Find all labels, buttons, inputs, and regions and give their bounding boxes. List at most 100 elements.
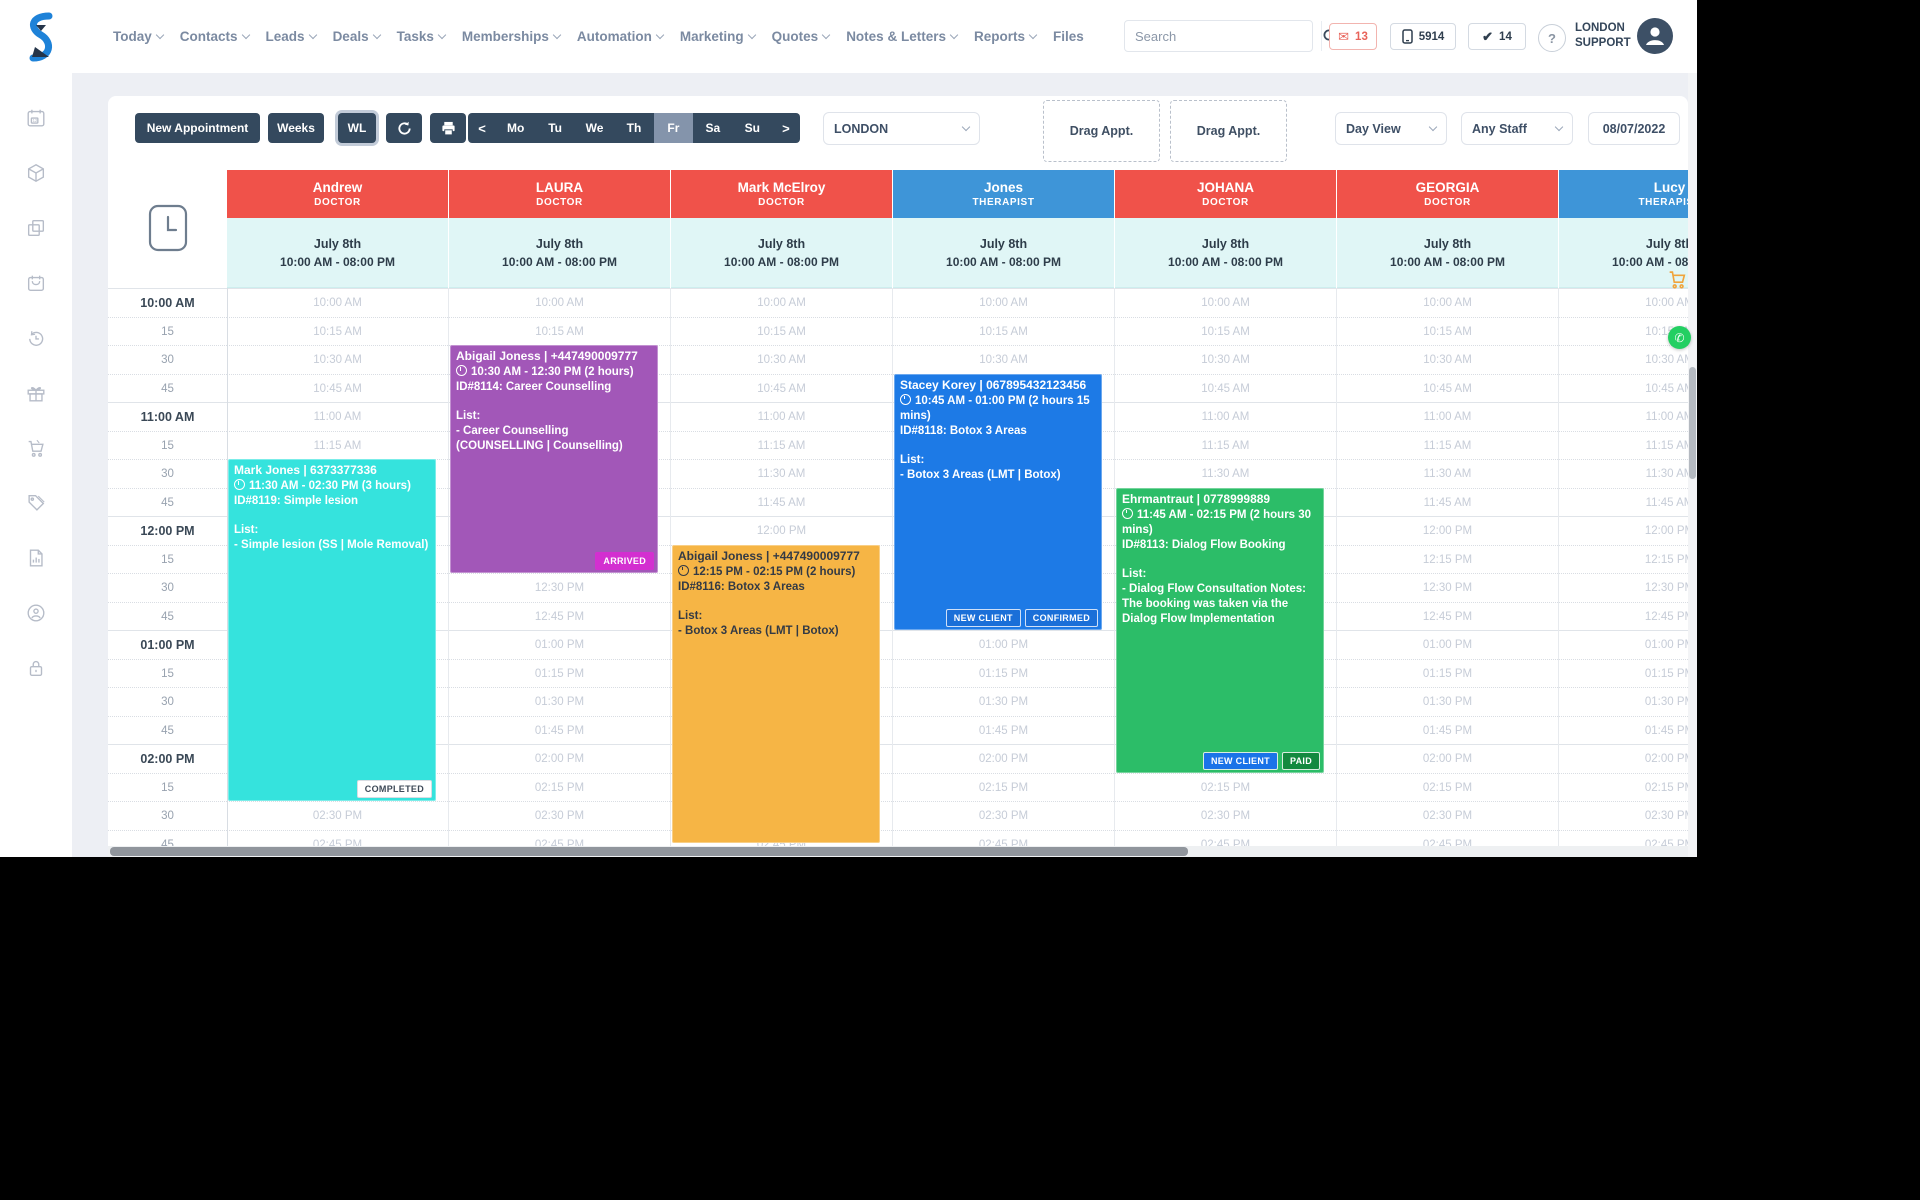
time-slot-cell[interactable]: 10:00 AM bbox=[671, 288, 892, 317]
day-button-su[interactable]: Su bbox=[744, 121, 760, 135]
time-slot-cell[interactable]: 12:45 PM bbox=[449, 601, 670, 631]
time-slot-cell[interactable]: 10:15 AM bbox=[449, 316, 670, 346]
time-slot-cell[interactable]: 01:30 PM bbox=[1559, 687, 1697, 716]
appointment-block[interactable]: Abigail Joness | +447490009777 12:15 PM -… bbox=[672, 544, 880, 843]
package-icon[interactable] bbox=[25, 162, 47, 184]
time-slot-cell[interactable]: 01:00 PM bbox=[1559, 630, 1697, 659]
time-slot-cell[interactable]: 12:45 PM bbox=[1337, 601, 1558, 631]
menu-item-today[interactable]: Today bbox=[113, 29, 165, 44]
time-slot-cell[interactable]: 02:15 PM bbox=[1115, 772, 1336, 802]
app-logo[interactable] bbox=[18, 11, 64, 63]
time-slot-cell[interactable]: 10:30 AM bbox=[893, 345, 1114, 374]
lock-icon[interactable] bbox=[25, 657, 47, 679]
horizontal-scrollbar-thumb[interactable] bbox=[110, 847, 1188, 856]
report-icon[interactable] bbox=[25, 547, 47, 569]
time-slot-cell[interactable]: 11:15 AM bbox=[227, 430, 448, 460]
time-slot-cell[interactable]: 11:45 AM bbox=[1337, 487, 1558, 517]
search-input[interactable] bbox=[1125, 21, 1321, 51]
day-button-tu[interactable]: Tu bbox=[548, 121, 563, 135]
time-slot-cell[interactable]: 10:15 AM bbox=[227, 316, 448, 346]
time-slot-cell[interactable]: 11:30 AM bbox=[1337, 459, 1558, 488]
day-button-mo[interactable]: Mo bbox=[507, 121, 525, 135]
time-slot-cell[interactable]: 11:00 AM bbox=[1559, 402, 1697, 431]
time-slot-cell[interactable]: 12:30 PM bbox=[1337, 573, 1558, 602]
time-slot-cell[interactable]: 11:00 AM bbox=[1337, 402, 1558, 431]
time-slot-cell[interactable]: 02:15 PM bbox=[449, 772, 670, 802]
mail-notifications-button[interactable]: ✉ 13 bbox=[1329, 23, 1377, 50]
time-slot-cell[interactable]: 10:15 AM bbox=[1115, 316, 1336, 346]
whatsapp-floating-button[interactable]: ✆ bbox=[1668, 326, 1691, 349]
time-slot-cell[interactable]: 01:00 PM bbox=[1337, 630, 1558, 659]
time-slot-cell[interactable]: 01:15 PM bbox=[449, 658, 670, 688]
time-slot-cell[interactable]: 02:00 PM bbox=[1559, 744, 1697, 773]
time-slot-cell[interactable]: 12:00 PM bbox=[1559, 516, 1697, 545]
help-button[interactable]: ? bbox=[1538, 24, 1566, 52]
time-slot-cell[interactable]: 12:00 PM bbox=[1337, 516, 1558, 545]
history-icon[interactable] bbox=[25, 327, 47, 349]
time-slot-cell[interactable]: 02:30 PM bbox=[1337, 801, 1558, 830]
day-button-fr[interactable]: Fr bbox=[653, 113, 694, 143]
menu-item-deals[interactable]: Deals bbox=[333, 29, 381, 44]
time-slot-cell[interactable]: 10:15 AM bbox=[1337, 316, 1558, 346]
time-slot-cell[interactable]: 01:00 PM bbox=[449, 630, 670, 659]
basket-calendar-icon[interactable] bbox=[25, 272, 47, 294]
time-slot-cell[interactable]: 01:45 PM bbox=[449, 715, 670, 745]
gift-icon[interactable] bbox=[25, 382, 47, 404]
menu-item-memberships[interactable]: Memberships bbox=[462, 29, 562, 44]
date-picker[interactable]: 08/07/2022 bbox=[1588, 112, 1680, 145]
view-select[interactable]: Day View bbox=[1335, 112, 1447, 145]
time-slot-cell[interactable]: 11:15 AM bbox=[1559, 430, 1697, 460]
time-slot-cell[interactable]: 11:30 AM bbox=[1559, 459, 1697, 488]
time-slot-cell[interactable]: 02:30 PM bbox=[449, 801, 670, 830]
copy-icon[interactable] bbox=[25, 217, 47, 239]
avatar[interactable] bbox=[1637, 18, 1673, 54]
calendar-icon[interactable]: 12 bbox=[25, 107, 47, 129]
time-slot-cell[interactable]: 11:15 AM bbox=[671, 430, 892, 460]
time-slot-cell[interactable]: 10:45 AM bbox=[671, 373, 892, 403]
time-slot-cell[interactable]: 02:30 PM bbox=[227, 801, 448, 830]
time-slot-cell[interactable]: 10:30 AM bbox=[671, 345, 892, 374]
cart-floating-button[interactable] bbox=[1664, 266, 1690, 292]
time-slot-cell[interactable]: 10:45 AM bbox=[1115, 373, 1336, 403]
day-button-sa[interactable]: Sa bbox=[705, 121, 721, 135]
appointment-block[interactable]: Abigail Joness | +447490009777 10:30 AM -… bbox=[450, 345, 658, 573]
appointment-block[interactable]: Ehrmantraut | 0778999889 11:45 AM - 02:15… bbox=[1116, 487, 1324, 773]
waitlist-button[interactable]: WL bbox=[338, 113, 376, 143]
time-slot-cell[interactable]: 01:30 PM bbox=[893, 687, 1114, 716]
time-slot-cell[interactable]: 10:15 AM bbox=[893, 316, 1114, 346]
staff-select[interactable]: Any Staff bbox=[1461, 112, 1573, 145]
time-slot-cell[interactable]: 11:00 AM bbox=[1115, 402, 1336, 431]
next-day-button[interactable]: > bbox=[782, 120, 790, 136]
time-slot-cell[interactable]: 01:15 PM bbox=[1337, 658, 1558, 688]
time-slot-cell[interactable]: 01:00 PM bbox=[893, 630, 1114, 659]
time-slot-cell[interactable]: 01:45 PM bbox=[893, 715, 1114, 745]
time-slot-cell[interactable]: 12:00 PM bbox=[671, 516, 892, 545]
time-slot-cell[interactable]: 01:15 PM bbox=[1559, 658, 1697, 688]
time-slot-cell[interactable]: 10:00 AM bbox=[227, 288, 448, 317]
user-circle-icon[interactable] bbox=[25, 602, 47, 624]
time-slot-cell[interactable]: 12:15 PM bbox=[1337, 544, 1558, 574]
time-slot-cell[interactable]: 02:00 PM bbox=[449, 744, 670, 773]
time-slot-cell[interactable]: 02:30 PM bbox=[1115, 801, 1336, 830]
refresh-button[interactable] bbox=[386, 113, 422, 143]
time-slot-cell[interactable]: 11:00 AM bbox=[671, 402, 892, 431]
time-slot-cell[interactable]: 10:45 AM bbox=[1337, 373, 1558, 403]
time-slot-cell[interactable]: 01:45 PM bbox=[1337, 715, 1558, 745]
time-slot-cell[interactable]: 02:15 PM bbox=[893, 772, 1114, 802]
time-slot-cell[interactable]: 10:15 AM bbox=[671, 316, 892, 346]
time-slot-cell[interactable]: 12:30 PM bbox=[449, 573, 670, 602]
time-slot-cell[interactable]: 10:45 AM bbox=[1559, 373, 1697, 403]
menu-item-tasks[interactable]: Tasks bbox=[397, 29, 447, 44]
time-slot-cell[interactable]: 02:15 PM bbox=[1559, 772, 1697, 802]
time-slot-cell[interactable]: 10:45 AM bbox=[227, 373, 448, 403]
weeks-button[interactable]: Weeks bbox=[268, 113, 324, 143]
time-slot-cell[interactable]: 01:30 PM bbox=[449, 687, 670, 716]
time-slot-cell[interactable]: 01:15 PM bbox=[893, 658, 1114, 688]
time-slot-cell[interactable]: 02:00 PM bbox=[1337, 744, 1558, 773]
time-slot-cell[interactable]: 11:30 AM bbox=[1115, 459, 1336, 488]
new-appointment-button[interactable]: New Appointment bbox=[135, 113, 260, 143]
menu-item-automation[interactable]: Automation bbox=[577, 29, 665, 44]
appointment-block[interactable]: Mark Jones | 6373377336 11:30 AM - 02:30 … bbox=[228, 459, 436, 801]
time-slot-cell[interactable]: 10:30 AM bbox=[1115, 345, 1336, 374]
time-slot-cell[interactable]: 01:30 PM bbox=[1337, 687, 1558, 716]
